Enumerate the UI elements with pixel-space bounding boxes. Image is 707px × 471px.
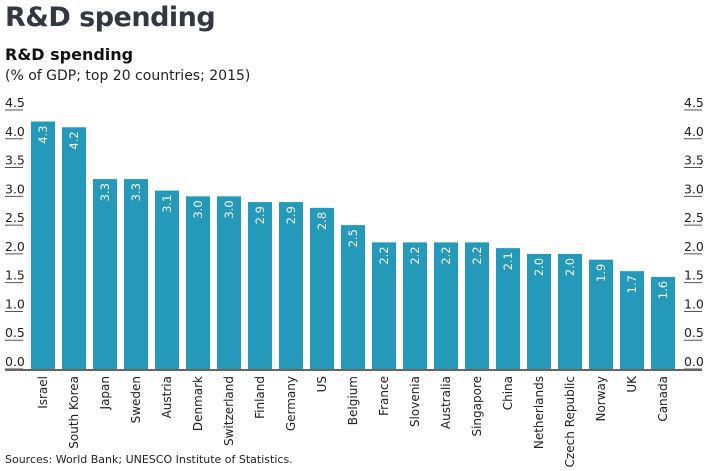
bar bbox=[403, 242, 427, 369]
y-tick-label: 2.5 bbox=[5, 210, 25, 225]
page-title: R&D spending bbox=[5, 2, 216, 33]
x-tick-label: Netherlands bbox=[532, 376, 546, 449]
x-tick-label: Norway bbox=[594, 376, 608, 422]
bar bbox=[124, 179, 148, 369]
bar-value-label: 2.1 bbox=[501, 252, 515, 270]
x-tick-label: Denmark bbox=[191, 376, 205, 431]
y-tick-label: 3.5 bbox=[684, 153, 704, 168]
x-tick-label: Germany bbox=[284, 376, 298, 431]
y-tick-label: 3.5 bbox=[5, 153, 25, 168]
bar bbox=[217, 196, 241, 369]
bar bbox=[93, 179, 117, 369]
bar-value-label: 3.1 bbox=[160, 195, 174, 213]
bar-value-label: 2.9 bbox=[284, 206, 298, 224]
y-tick-label: 1.5 bbox=[684, 268, 704, 283]
bar bbox=[620, 271, 644, 369]
bar bbox=[62, 127, 86, 370]
bar bbox=[589, 259, 613, 369]
bar-value-label: 1.7 bbox=[625, 275, 639, 293]
bar-value-label: 2.2 bbox=[408, 246, 422, 264]
bar-value-label: 4.3 bbox=[36, 126, 50, 144]
bar bbox=[310, 207, 334, 369]
bar bbox=[155, 190, 179, 369]
bar-value-label: 3.3 bbox=[129, 183, 143, 201]
x-tick-label: Japan bbox=[98, 376, 112, 410]
bar bbox=[279, 202, 303, 369]
bar-value-label: 3.3 bbox=[98, 183, 112, 201]
y-tick-label: 4.5 bbox=[5, 95, 25, 110]
y-tick-label: 0.0 bbox=[684, 354, 704, 369]
x-tick-label: Sweden bbox=[129, 376, 143, 423]
y-tick-label: 1.0 bbox=[684, 296, 704, 311]
bar-value-label: 3.0 bbox=[222, 200, 236, 218]
x-tick-label: Israel bbox=[36, 376, 50, 409]
bar-value-label: 2.2 bbox=[377, 246, 391, 264]
y-tick-label: 0.5 bbox=[684, 325, 704, 340]
x-tick-label: Australia bbox=[439, 376, 453, 429]
bar-value-label: 2.0 bbox=[563, 258, 577, 276]
bar bbox=[434, 242, 458, 369]
y-axis-left: 0.0 0.5 1.0 1.5 2.0 2.5 3.0 3.5 4.0 4.5 bbox=[5, 95, 25, 370]
y-tick-label: 2.5 bbox=[684, 210, 704, 225]
bar bbox=[651, 276, 675, 369]
x-tick-label: China bbox=[501, 376, 515, 410]
bar-value-label: 1.6 bbox=[656, 281, 670, 299]
y-tick-label: 1.5 bbox=[5, 268, 25, 283]
x-tick-label: South Korea bbox=[67, 376, 81, 449]
y-tick-label: 0.5 bbox=[5, 325, 25, 340]
y-axis-right: 0.0 0.5 1.0 1.5 2.0 2.5 3.0 3.5 4.0 4.5 bbox=[684, 95, 704, 370]
bar-value-label: 4.2 bbox=[67, 131, 81, 149]
bar bbox=[372, 242, 396, 369]
x-tick-label: Finland bbox=[253, 376, 267, 419]
bar bbox=[558, 253, 582, 369]
x-tick-label: Czech Republic bbox=[563, 376, 577, 467]
y-tick-label: 2.0 bbox=[5, 239, 25, 254]
bar bbox=[527, 253, 551, 369]
y-tick-label: 0.0 bbox=[5, 354, 25, 369]
x-tick-label: Singapore bbox=[470, 376, 484, 437]
x-tick-label: Belgium bbox=[346, 376, 360, 425]
x-tick-label: Canada bbox=[656, 376, 670, 422]
x-tick-label: Austria bbox=[160, 376, 174, 418]
bar bbox=[31, 121, 55, 369]
bar bbox=[248, 202, 272, 369]
y-tick-label: 4.0 bbox=[5, 124, 25, 139]
bar bbox=[341, 225, 365, 369]
x-tick-label: Slovenia bbox=[408, 376, 422, 427]
y-tick-label: 4.0 bbox=[684, 124, 704, 139]
source-note: Sources: World Bank; UNESCO Institute of… bbox=[5, 453, 293, 466]
y-tick-label: 4.5 bbox=[684, 95, 704, 110]
y-tick-label: 3.0 bbox=[684, 181, 704, 196]
bar-value-label: 2.5 bbox=[346, 229, 360, 247]
bar bbox=[465, 242, 489, 369]
bar-value-label: 2.8 bbox=[315, 212, 329, 230]
bar-value-label: 2.9 bbox=[253, 206, 267, 224]
chart-subtitle: (% of GDP; top 20 countries; 2015) bbox=[5, 68, 251, 84]
x-tick-label: Switzerland bbox=[222, 376, 236, 446]
x-tick-label: UK bbox=[625, 375, 639, 393]
chart-title: R&D spending bbox=[5, 45, 134, 64]
y-tick-label: 1.0 bbox=[5, 296, 25, 311]
bar-value-label: 2.0 bbox=[532, 258, 546, 276]
x-tick-label: France bbox=[377, 376, 391, 416]
bars: 4.3 4.2 3.3 3.3 3.1 3.0 3.0 2.9 2.9 2.8 2.5 2.2 2.2 2… bbox=[31, 121, 675, 370]
y-tick-label: 3.0 bbox=[5, 181, 25, 196]
x-tick-label: US bbox=[315, 376, 329, 392]
y-tick-label: 2.0 bbox=[684, 239, 704, 254]
bar-value-label: 3.0 bbox=[191, 200, 205, 218]
x-axis-labels: Israel South Korea Japan Sweden Austria Denma… bbox=[36, 375, 670, 468]
bar-value-label: 2.2 bbox=[439, 246, 453, 264]
bar-value-label: 2.2 bbox=[470, 246, 484, 264]
bar bbox=[186, 196, 210, 369]
bar bbox=[496, 248, 520, 369]
bar-value-label: 1.9 bbox=[594, 264, 608, 282]
